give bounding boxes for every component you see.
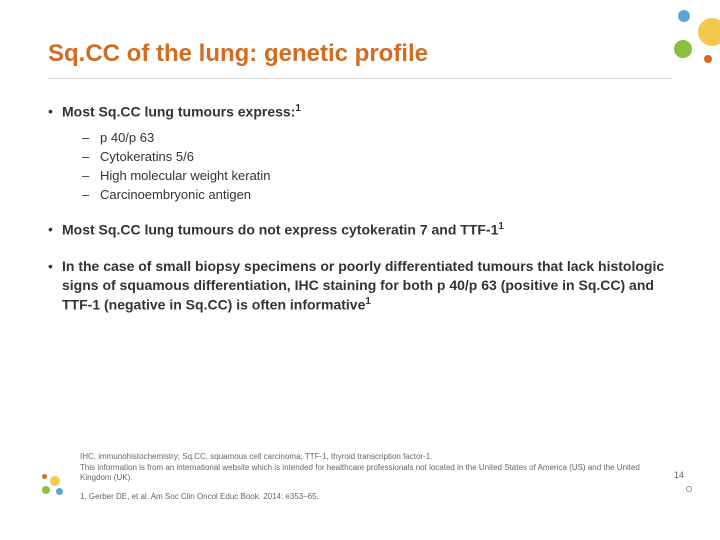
slide-title: Sq.CC of the lung: genetic profile (48, 40, 672, 79)
footnote-reference: 1. Gerber DE, et al. Am Soc Clin Oncol E… (80, 492, 660, 502)
bullet-not-express-sup: 1 (498, 221, 503, 232)
sub-item: Carcinoembryonic antigen (88, 187, 672, 202)
slide: Sq.CC of the lung: genetic profile Most … (0, 0, 720, 540)
sub-item: Cytokeratins 5/6 (88, 149, 672, 164)
bullet-biopsy-text: In the case of small biopsy specimens or… (62, 258, 664, 312)
footnote-abbrev: IHC, immunohistochemistry; Sq.CC, squamo… (80, 452, 660, 462)
corner-ring-icon (686, 486, 692, 492)
footnote-disclaimer: This information is from an internationa… (80, 463, 660, 484)
sub-item: p 40/p 63 (88, 130, 672, 145)
bullet-biopsy: In the case of small biopsy specimens or… (48, 257, 672, 314)
sub-item: High molecular weight keratin (88, 168, 672, 183)
bullet-biopsy-sup: 1 (365, 296, 370, 307)
bullet-express: Most Sq.CC lung tumours express:1 (48, 103, 672, 120)
footnotes: IHC, immunohistochemistry; Sq.CC, squamo… (80, 452, 660, 502)
page-number: 14 (674, 470, 684, 480)
logo-decoration (40, 472, 68, 500)
bullet-express-text: Most Sq.CC lung tumours express: (62, 104, 295, 120)
bullet-express-sup: 1 (295, 103, 300, 114)
bullet-not-express-text: Most Sq.CC lung tumours do not express c… (62, 221, 498, 237)
bullet-not-express: Most Sq.CC lung tumours do not express c… (48, 220, 672, 240)
express-sublist: p 40/p 63 Cytokeratins 5/6 High molecula… (88, 130, 672, 202)
